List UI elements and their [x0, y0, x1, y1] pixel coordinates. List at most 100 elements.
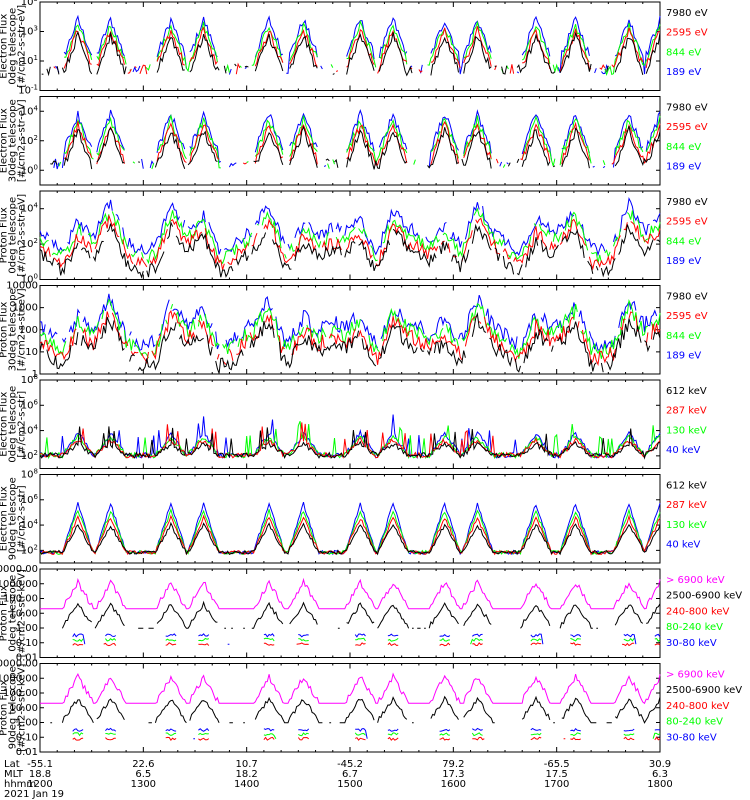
y-axis-title-line: [#/cm2-s-str-eV]	[17, 194, 28, 277]
y-tick-label: 104	[21, 202, 39, 215]
y-tick-label: 100	[19, 325, 38, 336]
legend-entry: 2595 eV	[666, 217, 708, 228]
legend-entry: 40 keV	[666, 539, 700, 550]
series-4-line	[39, 197, 661, 257]
legend-entry: 80-240 keV	[666, 717, 723, 728]
series-3-line	[39, 298, 661, 359]
series-4-line	[72, 732, 661, 739]
series-1-line	[39, 220, 661, 279]
x-tick-mlt: 18.2	[236, 769, 258, 780]
legend-entry: 844 eV	[666, 236, 701, 247]
y-tick-label: 1	[32, 369, 38, 380]
series-2-line	[39, 514, 661, 556]
panel-frame	[39, 190, 661, 280]
x-tick-hhmm: 1400	[234, 779, 259, 790]
legend-entry: > 6900 keV	[666, 670, 725, 681]
series-1-line	[39, 426, 661, 460]
y-tick-label: 106	[21, 493, 39, 506]
series-2-line	[39, 309, 661, 367]
series-4-line	[55, 14, 661, 75]
y-axis-title-line: TED	[0, 130, 1, 151]
y-axis-title-line: MEPED	[0, 595, 1, 630]
y-tick-label: 0.10	[16, 732, 38, 743]
x-tick-hhmm: 1300	[131, 779, 156, 790]
y-tick-label: 0.10	[16, 638, 38, 649]
legend-entry: 130 keV	[666, 425, 707, 436]
series-5-line	[72, 727, 661, 740]
y-tick-label: 10-1	[18, 84, 38, 97]
y-axis-title-line: Proton Flux	[0, 680, 10, 736]
y-axis-title-line: 0deg telescope	[8, 8, 19, 85]
legend-entry: 612 keV	[666, 386, 707, 397]
y-axis-title-line: Electron Flux	[0, 392, 10, 457]
legend-entry: 189 eV	[666, 256, 701, 267]
x-tick-hhmm: 1500	[337, 779, 362, 790]
x-tick-lat: -45.2	[337, 759, 363, 770]
legend-entry: 189 eV	[666, 67, 701, 78]
legend-entry: 2595 eV	[666, 311, 708, 322]
y-axis-title-line: Electron Flux	[0, 108, 10, 173]
legend-entry: 2500-6900 keV	[666, 685, 742, 696]
legend-entry: 844 eV	[666, 331, 701, 342]
panel-frame	[39, 663, 661, 753]
legend-entry: 7980 eV	[666, 292, 708, 303]
x-tick-lat: 10.7	[236, 759, 258, 770]
series-2-line	[39, 422, 661, 459]
x-tick-mlt: 18.8	[29, 769, 51, 780]
series-1-line	[39, 521, 661, 556]
legend-entry: 287 keV	[666, 500, 707, 511]
x-tick-mlt: 6.3	[652, 769, 668, 780]
legend-entry: 844 eV	[666, 142, 701, 153]
y-tick-label: 100.00	[3, 688, 38, 699]
y-axis-title-line: 90deg telescope	[8, 477, 19, 560]
y-tick-label: 1000	[13, 303, 38, 314]
y-tick-label: 104	[21, 104, 39, 117]
y-axis-title-line: 0deg telescope	[8, 575, 19, 652]
y-tick-label: 100	[21, 163, 38, 176]
series-1-line	[39, 312, 661, 374]
panel-frame	[39, 568, 661, 658]
y-axis-title-line: 90deg telescope	[8, 666, 19, 749]
legend-entry: 130 keV	[666, 520, 707, 531]
series-3-line	[72, 736, 661, 742]
y-axis-title-line: 30deg telescope	[8, 288, 19, 371]
x-tick-lat: 30.9	[649, 759, 671, 770]
series-1-line	[40, 577, 661, 610]
y-axis-title-line: Proton Flux	[0, 585, 10, 641]
y-axis-title-line: 0deg telescope	[8, 197, 19, 274]
y-axis-title-line: Proton Flux	[0, 302, 10, 358]
series-3-line	[58, 113, 661, 170]
legend-entry: 7980 eV	[666, 103, 708, 114]
series-2-line	[53, 26, 661, 75]
x-tick-hhmm: 1700	[544, 779, 569, 790]
x-tick-lat: 22.6	[132, 759, 154, 770]
y-axis-title-line: TED	[0, 225, 1, 246]
y-tick-label: 102	[21, 134, 38, 147]
legend-entry: 2595 eV	[666, 122, 708, 133]
series-4-line	[72, 637, 661, 645]
panel-7: 0.010.101.0010.00100.001000.0010000.00ME…	[0, 564, 742, 664]
x-tick-lat: -65.5	[544, 759, 570, 770]
legend-entry: 30-80 keV	[666, 732, 717, 743]
y-axis-title-line: [#/cm2-s-str-keV]	[17, 664, 28, 752]
x-tick-hhmm: 1800	[647, 779, 672, 790]
legend-entry: 240-800 keV	[666, 701, 730, 712]
series-1-line	[40, 672, 661, 705]
legend-entry: 612 keV	[666, 481, 707, 492]
y-tick-label: 10	[25, 347, 38, 358]
legend-entry: 30-80 keV	[666, 638, 717, 649]
legend-entry: 287 keV	[666, 406, 707, 417]
